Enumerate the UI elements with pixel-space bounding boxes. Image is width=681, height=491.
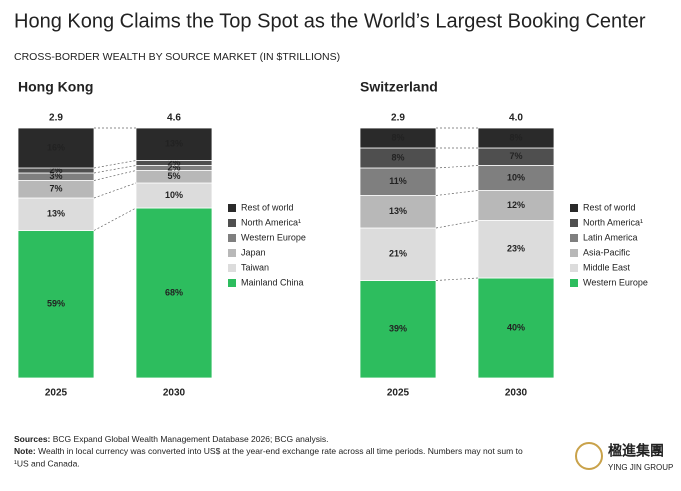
bar-segment	[359, 127, 437, 149]
legend-label: Japan	[241, 247, 266, 257]
bar-segment	[135, 182, 213, 209]
connector	[93, 165, 137, 174]
total-label: 2.9	[49, 113, 63, 124]
legend-swatch	[228, 249, 236, 257]
legend-label: Middle East	[583, 262, 631, 272]
value-label: 10%	[165, 190, 183, 200]
logo-bg	[568, 436, 681, 486]
note-label: Note:	[14, 446, 36, 456]
value-label: 13%	[165, 139, 183, 149]
legend-swatch	[228, 204, 236, 212]
bar-segment	[477, 165, 555, 191]
note-text: Wealth in local currency was converted i…	[38, 446, 523, 456]
connector	[93, 207, 137, 231]
value-label: 10%	[507, 172, 525, 182]
connector	[435, 165, 479, 169]
legend-label: North America¹	[583, 217, 643, 227]
value-label: 2%	[167, 162, 180, 172]
bar-segment	[359, 227, 437, 281]
legend-label: Asia-Pacific	[583, 247, 631, 257]
value-label: 39%	[389, 324, 407, 334]
connector	[435, 190, 479, 196]
value-label: 12%	[507, 200, 525, 210]
total-label: 4.0	[509, 113, 523, 124]
page-title: Hong Kong Claims the Top Spot as the Wor…	[14, 10, 646, 32]
bar-segment	[17, 127, 95, 169]
connector	[93, 170, 137, 181]
value-label: 2%	[49, 165, 62, 175]
legend-label: Latin America	[583, 232, 638, 242]
connector	[435, 277, 479, 281]
legend-label: Taiwan	[241, 262, 269, 272]
bar-segment	[17, 197, 95, 231]
value-label: 59%	[47, 299, 65, 309]
legend-swatch	[570, 219, 578, 227]
x-tick-label: 2030	[505, 388, 528, 399]
value-label: 8%	[391, 152, 404, 162]
legend-label: Rest of world	[241, 202, 294, 212]
value-label: 13%	[47, 209, 65, 219]
value-label: 40%	[507, 322, 525, 332]
sources: Sources: BCG Expand Global Wealth Manage…	[14, 434, 329, 444]
connector	[93, 182, 137, 199]
total-label: 4.6	[167, 113, 181, 124]
bar-segment	[359, 195, 437, 229]
legend-swatch	[570, 279, 578, 287]
legend-swatch	[228, 279, 236, 287]
legend-swatch	[228, 234, 236, 242]
footnote: ¹US and Canada.	[14, 458, 80, 468]
x-tick-label: 2030	[163, 388, 186, 399]
bar-segment	[135, 127, 213, 161]
legend-swatch	[228, 219, 236, 227]
value-label: 68%	[165, 287, 183, 297]
legend-label: Mainland China	[241, 277, 304, 287]
bar-segment	[477, 127, 555, 149]
value-label: 5%	[167, 171, 180, 181]
x-tick-label: 2025	[387, 388, 410, 399]
value-label: 23%	[507, 244, 525, 254]
sources-label: Sources:	[14, 434, 51, 444]
legend-label: Rest of world	[583, 202, 636, 212]
panel-title: Switzerland	[360, 79, 438, 95]
x-tick-label: 2025	[45, 388, 68, 399]
bar-segment	[359, 167, 437, 196]
value-label: 2%	[167, 157, 180, 167]
logo-name: 楹進集團	[608, 443, 664, 459]
value-label: 7%	[509, 151, 522, 161]
legend-swatch	[570, 234, 578, 242]
legend-swatch	[570, 249, 578, 257]
legend-label: Western Europe	[241, 232, 306, 242]
bar-segment	[135, 207, 213, 379]
connector	[435, 220, 479, 229]
note: Note: Wealth in local currency was conve…	[14, 446, 523, 456]
legend-swatch	[570, 264, 578, 272]
subtitle: CROSS-BORDER WEALTH BY SOURCE MARKET (IN…	[14, 51, 340, 63]
value-label: 8%	[391, 132, 404, 142]
sources-text: BCG Expand Global Wealth Management Data…	[53, 434, 329, 444]
value-label: 13%	[389, 206, 407, 216]
total-label: 2.9	[391, 113, 405, 124]
value-label: 8%	[509, 132, 522, 142]
connector	[93, 160, 137, 169]
value-label: 16%	[47, 142, 65, 152]
legend-label: Western Europe	[583, 277, 648, 287]
legend-swatch	[228, 264, 236, 272]
value-label: 21%	[389, 249, 407, 259]
legend-label: North America¹	[241, 217, 301, 227]
value-label: 7%	[49, 184, 62, 194]
value-label: 3%	[49, 171, 62, 181]
value-label: 11%	[389, 176, 407, 186]
logo-subname: YING JIN GROUP	[608, 463, 673, 472]
bar-segment	[17, 230, 95, 379]
logo-icon	[575, 442, 603, 470]
bar-segment	[477, 220, 555, 279]
legend-swatch	[570, 204, 578, 212]
panel-title: Hong Kong	[18, 79, 93, 95]
